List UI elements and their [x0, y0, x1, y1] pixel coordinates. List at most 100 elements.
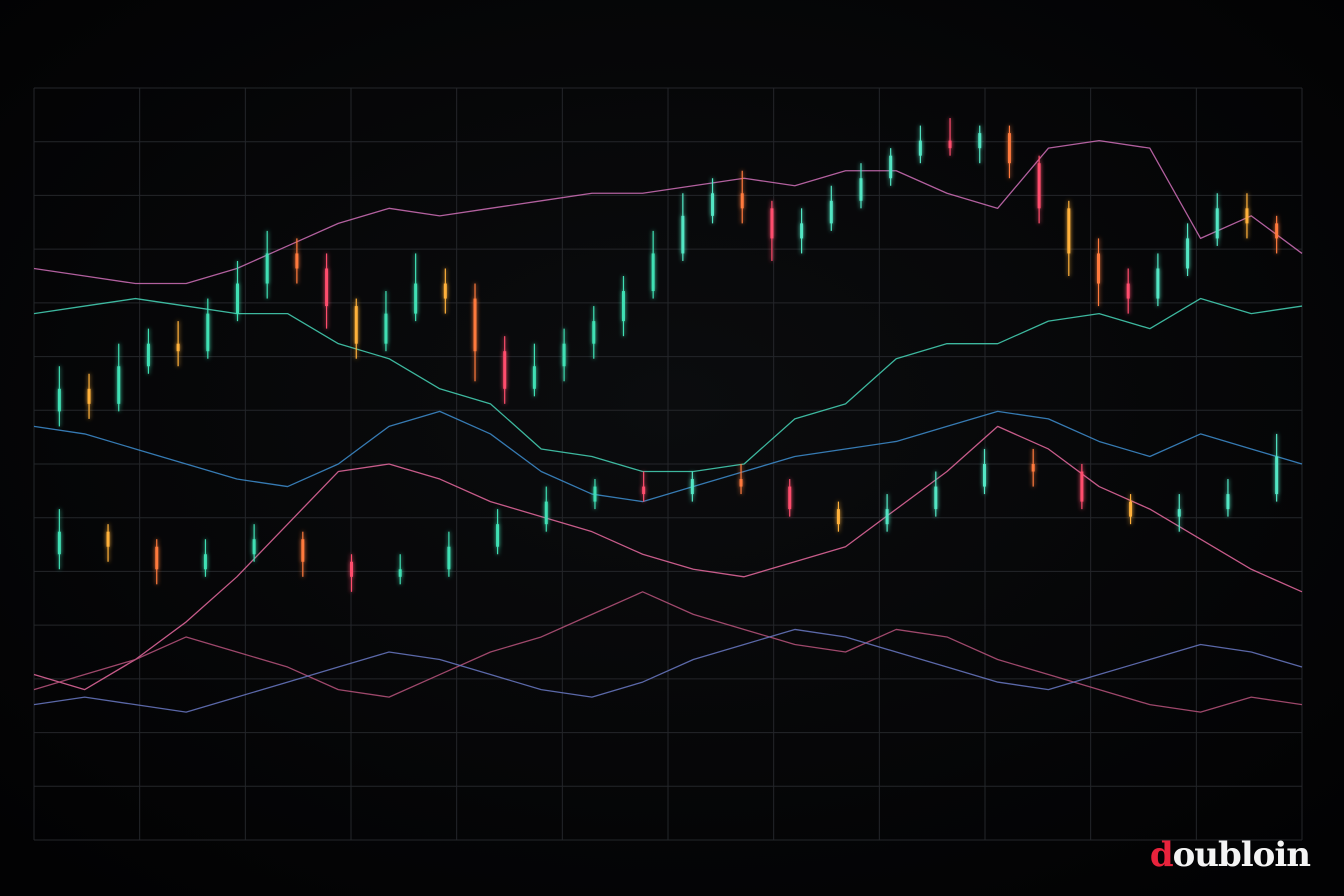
candle-body: [740, 193, 744, 209]
candle-upper: [978, 125, 982, 164]
candle-body: [1031, 464, 1035, 472]
candle-body: [562, 343, 566, 367]
candle-upper: [859, 163, 863, 209]
candle-lower: [739, 464, 743, 495]
candle-body: [1275, 223, 1279, 239]
candle-body: [350, 561, 354, 577]
candle-body: [1080, 471, 1084, 502]
candle-body: [681, 215, 685, 254]
candle-upper: [176, 321, 180, 367]
candle-body: [829, 200, 833, 224]
candle-upper: [1037, 155, 1041, 224]
candle-body: [739, 479, 743, 487]
candle-body: [447, 546, 451, 570]
candle-body: [57, 531, 61, 555]
candle-upper: [384, 291, 388, 352]
candle-upper: [1215, 193, 1219, 246]
candle-upper: [651, 230, 655, 299]
candle-upper: [948, 118, 952, 156]
candle-upper: [681, 193, 685, 261]
candle-upper: [1067, 200, 1071, 276]
candle-body: [836, 509, 840, 525]
candle-body: [146, 343, 150, 367]
candle-body: [800, 223, 804, 239]
candle-body: [155, 546, 159, 570]
candle-body: [918, 140, 922, 156]
candle-body: [982, 464, 986, 487]
candle-upper: [443, 268, 447, 314]
candle-body: [1156, 268, 1160, 299]
candle-body: [265, 253, 269, 284]
candle-upper: [117, 343, 121, 412]
candle-lower: [934, 471, 938, 517]
candle-upper: [770, 200, 774, 261]
candle-body: [176, 343, 180, 352]
candle-body: [889, 155, 893, 179]
candle-body: [235, 283, 239, 314]
candle-upper: [265, 230, 269, 299]
candle-lower: [788, 479, 792, 517]
candle-body: [934, 486, 938, 510]
candle-upper: [325, 253, 329, 329]
candle-body: [651, 253, 655, 292]
candle-upper: [57, 366, 61, 427]
candle-upper: [918, 125, 922, 164]
candle-body: [1037, 163, 1041, 209]
candle-lower: [885, 494, 889, 532]
candle-body: [203, 554, 207, 570]
candle-body: [1245, 208, 1249, 224]
candle-lower: [690, 471, 694, 502]
candle-lower: [642, 471, 646, 502]
candle-body: [690, 479, 694, 495]
candle-body: [544, 501, 548, 525]
candle-body: [788, 486, 792, 510]
candle-body: [117, 366, 121, 404]
candle-upper: [532, 343, 536, 397]
indicator-line: [33, 410, 1303, 503]
candle-upper: [235, 260, 239, 322]
candle-upper: [354, 298, 358, 359]
candle-body: [57, 388, 61, 412]
candle-upper: [800, 208, 804, 254]
candle-lower: [544, 486, 548, 532]
candle-upper: [146, 328, 150, 374]
candle-upper: [740, 170, 744, 224]
candle-body: [532, 366, 536, 389]
candle-body: [711, 193, 715, 216]
candle-upper: [1186, 223, 1190, 276]
candle-body: [354, 306, 358, 344]
candle-upper: [1275, 215, 1279, 254]
candle-lower: [106, 524, 110, 562]
candle-body: [414, 283, 418, 314]
candle-upper: [1097, 238, 1101, 307]
candle-lower: [836, 501, 840, 532]
candle-lower: [982, 448, 986, 495]
candle-body: [301, 539, 305, 562]
candle-body: [948, 140, 952, 149]
candle-upper: [87, 373, 91, 419]
indicator-line: [33, 139, 1303, 285]
candle-lower: [1080, 464, 1084, 510]
candle-body: [106, 531, 110, 547]
candle-body: [621, 291, 625, 322]
candle-upper: [1245, 193, 1249, 239]
candle-upper: [592, 306, 596, 359]
candle-body: [1129, 501, 1133, 517]
candle-body: [295, 253, 299, 269]
candles: [57, 118, 1279, 592]
brand-logo: doubloin: [1149, 835, 1311, 875]
candle-body: [1215, 208, 1219, 239]
candle-lower: [350, 554, 354, 592]
indicator-line: [33, 297, 1303, 473]
candle-upper: [829, 185, 833, 231]
candle-body: [1177, 509, 1181, 517]
candle-body: [87, 388, 91, 404]
candle-lower: [252, 524, 256, 562]
candle-body: [252, 539, 256, 555]
candle-lower: [1177, 494, 1181, 532]
candle-lower: [1129, 494, 1133, 525]
candle-lower: [1275, 433, 1279, 502]
